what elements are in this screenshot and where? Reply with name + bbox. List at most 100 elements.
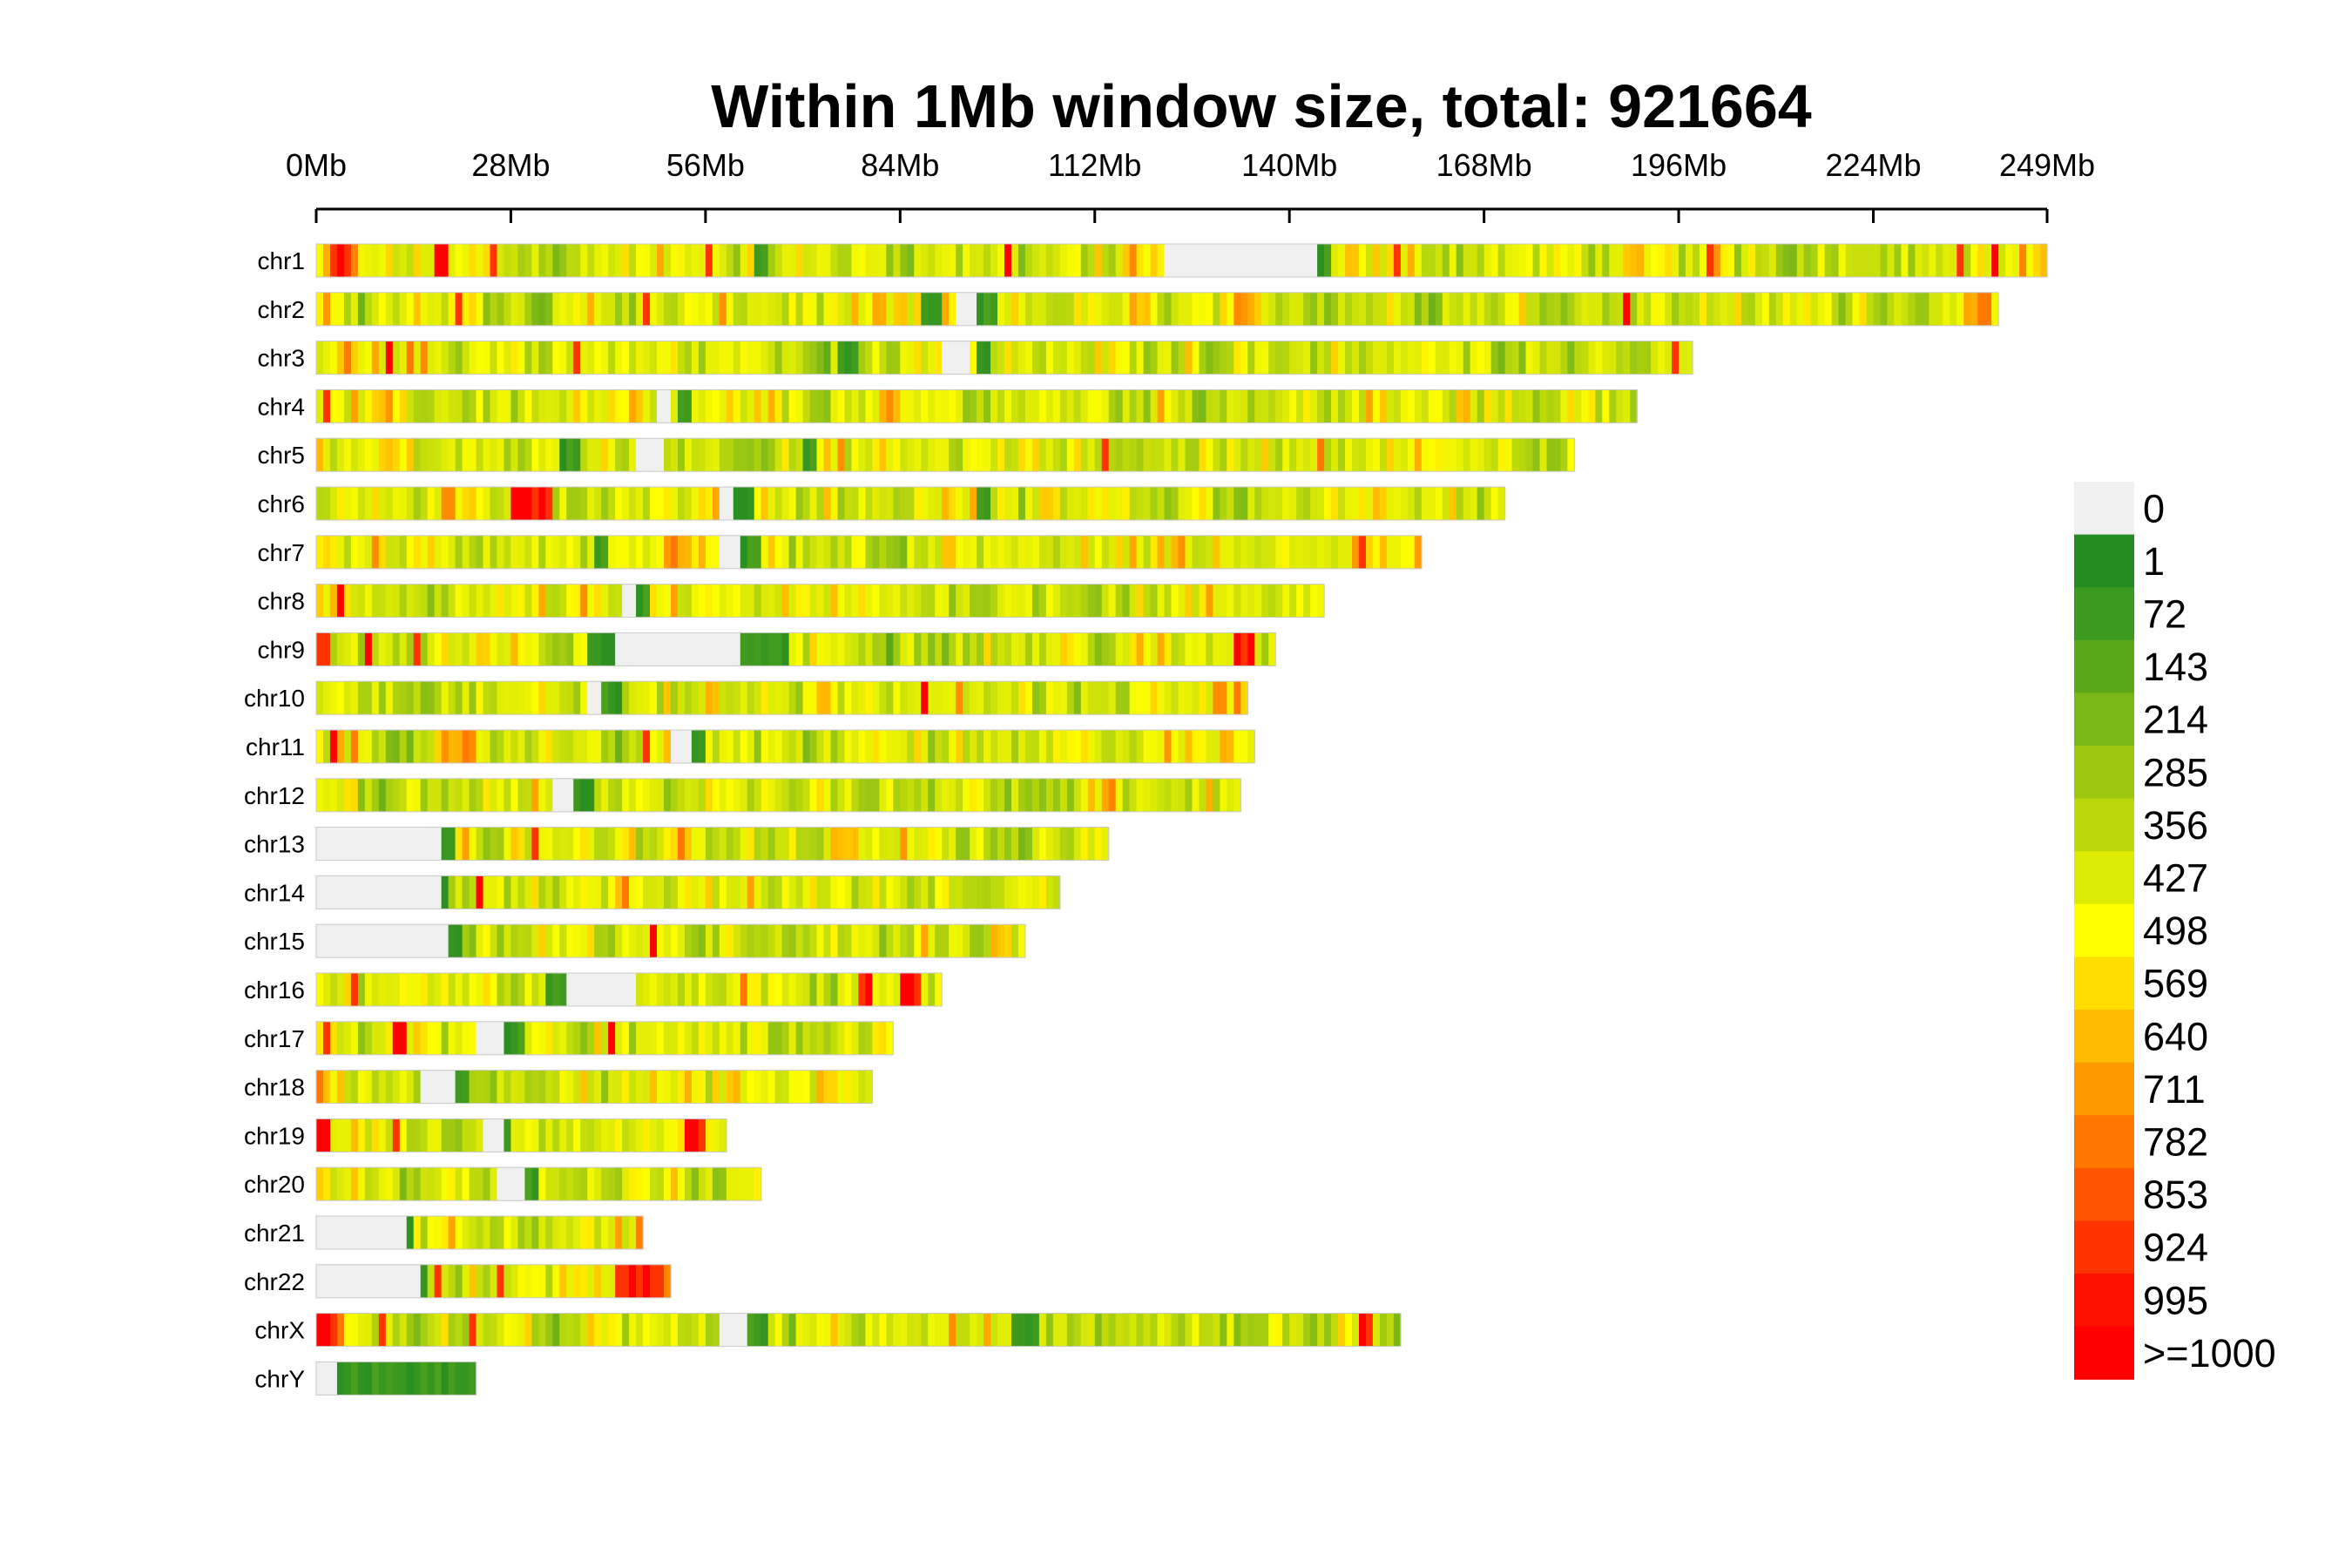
density-cell — [608, 1167, 616, 1201]
density-cell — [608, 584, 616, 618]
density-cell — [622, 681, 630, 715]
density-cell — [1073, 487, 1082, 520]
density-cell — [1122, 487, 1131, 520]
density-cell — [650, 1167, 658, 1201]
density-cell — [900, 244, 908, 277]
density-cell — [1463, 438, 1471, 472]
density-cell — [427, 535, 436, 569]
density-cell — [1143, 778, 1152, 812]
density-cell — [650, 389, 658, 423]
density-cell — [1497, 389, 1506, 423]
density-cell — [1609, 292, 1617, 326]
density-cell — [914, 632, 922, 666]
density-cell — [956, 1313, 963, 1347]
density-cell — [413, 341, 422, 375]
density-cell — [316, 487, 324, 520]
density-cell — [371, 1216, 380, 1249]
density-cell — [1045, 730, 1054, 763]
density-cell — [1164, 632, 1173, 666]
density-cell — [1073, 244, 1082, 277]
density-cell — [830, 1021, 839, 1055]
density-cell — [949, 827, 956, 861]
density-cell — [900, 389, 908, 423]
density-cell — [392, 341, 401, 375]
density-cell — [587, 681, 595, 715]
density-cell — [760, 1070, 769, 1104]
density-cell — [1178, 632, 1186, 666]
density-cell — [497, 487, 505, 520]
density-cell — [760, 632, 769, 666]
density-cell — [788, 632, 797, 666]
density-cell — [336, 1021, 345, 1055]
density-cell — [329, 827, 338, 861]
density-cell — [336, 1362, 345, 1396]
density-cell — [392, 487, 401, 520]
density-cell — [580, 389, 588, 423]
density-cell — [385, 730, 394, 763]
density-cell — [1192, 1313, 1200, 1347]
density-cell — [1213, 244, 1220, 277]
density-cell — [615, 875, 623, 909]
density-cell — [1227, 244, 1234, 277]
density-cell — [1052, 827, 1061, 861]
density-cell — [837, 778, 846, 812]
density-cell — [1233, 389, 1241, 423]
density-cell — [1449, 438, 1457, 472]
density-cell — [956, 681, 963, 715]
density-cell — [733, 1070, 741, 1104]
density-cell — [559, 1167, 567, 1201]
density-cell — [837, 292, 846, 326]
density-cell — [462, 1167, 470, 1201]
density-cell — [1108, 778, 1117, 812]
density-cell — [469, 1021, 477, 1055]
density-cell — [1379, 535, 1388, 569]
density-cell — [1700, 292, 1707, 326]
density-cell — [1345, 487, 1353, 520]
density-cell — [322, 632, 331, 666]
density-cell — [983, 875, 991, 909]
density-cell — [336, 924, 345, 958]
density-cell — [350, 1216, 359, 1249]
density-cell — [1143, 341, 1152, 375]
density-cell — [1477, 438, 1485, 472]
density-cell — [524, 584, 532, 618]
density-cell — [705, 438, 713, 472]
density-cell — [622, 535, 630, 569]
density-cell — [1171, 341, 1179, 375]
density-cell — [1129, 438, 1138, 472]
density-cell — [809, 487, 818, 520]
density-cell — [865, 973, 873, 1006]
density-cell — [1358, 1313, 1367, 1347]
density-cell — [956, 438, 963, 472]
density-cell — [643, 875, 651, 909]
density-cell — [385, 438, 394, 472]
density-cell — [1192, 438, 1200, 472]
density-cell — [524, 389, 532, 423]
density-cell — [364, 438, 373, 472]
density-cell — [1393, 1313, 1402, 1347]
density-cell — [1518, 244, 1527, 277]
density-cell — [1407, 244, 1416, 277]
density-cell — [1734, 244, 1742, 277]
density-cell — [1157, 584, 1166, 618]
density-cell — [949, 487, 956, 520]
density-cell — [990, 827, 998, 861]
density-cell — [823, 973, 832, 1006]
density-cell — [552, 1021, 560, 1055]
density-cell — [719, 487, 727, 520]
density-cell — [997, 730, 1005, 763]
density-cell — [434, 875, 443, 909]
density-cell — [956, 389, 963, 423]
density-cell — [781, 535, 790, 569]
legend-swatch — [2074, 1010, 2134, 1064]
density-cell — [629, 487, 637, 520]
density-cell — [1970, 292, 1978, 326]
density-cell — [545, 389, 553, 423]
density-cell — [1386, 1313, 1395, 1347]
density-cell — [726, 973, 734, 1006]
chromosome-row-chr12: chr12 — [244, 778, 1241, 813]
density-cell — [935, 244, 943, 277]
density-cell — [476, 681, 484, 715]
density-cell — [1010, 535, 1019, 569]
density-cell — [963, 584, 970, 618]
